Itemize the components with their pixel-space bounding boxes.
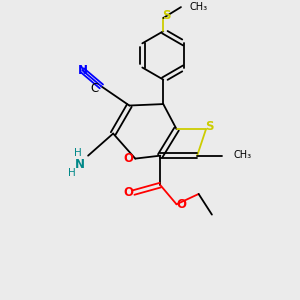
Text: CH₃: CH₃ xyxy=(189,2,207,12)
Text: C: C xyxy=(91,82,99,95)
Text: O: O xyxy=(124,152,134,165)
Text: O: O xyxy=(124,186,134,199)
Text: S: S xyxy=(205,120,214,133)
Text: O: O xyxy=(177,198,187,211)
Text: N: N xyxy=(75,158,85,171)
Text: S: S xyxy=(163,9,171,22)
Text: H: H xyxy=(74,148,82,158)
Text: CH₃: CH₃ xyxy=(233,150,251,160)
Text: H: H xyxy=(68,168,76,178)
Text: N: N xyxy=(78,64,88,77)
